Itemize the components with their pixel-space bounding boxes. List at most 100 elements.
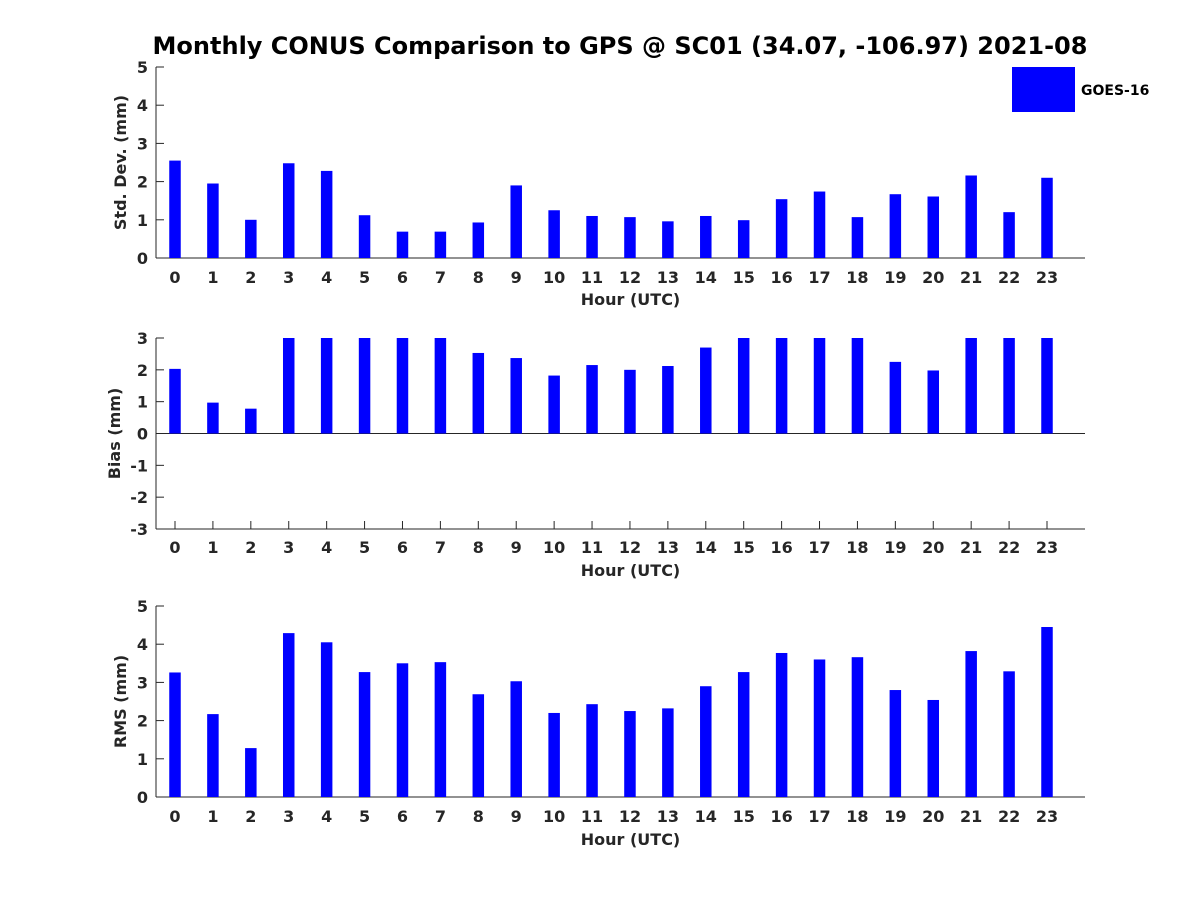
bar-hour-13 [662, 221, 674, 258]
y-axis-label: Std. Dev. (mm) [111, 95, 130, 230]
y-tick-label: 3 [137, 134, 148, 153]
chart-title: Monthly CONUS Comparison to GPS @ SC01 (… [153, 32, 1088, 60]
x-tick-label: 14 [695, 807, 717, 826]
x-tick-label: 12 [619, 807, 641, 826]
bar-hour-3 [282, 633, 295, 797]
x-tick-label: 6 [397, 538, 408, 557]
bar-hour-18 [851, 338, 864, 434]
x-tick-label: 19 [884, 268, 906, 287]
bar-hour-17 [813, 659, 826, 797]
x-tick-label: 1 [207, 807, 218, 826]
y-tick-label: 5 [137, 597, 148, 616]
y-tick-label: 5 [137, 58, 148, 77]
bar-hour-5 [358, 215, 371, 258]
legend: GOES-16 [1012, 67, 1149, 112]
bar-hour-12 [624, 711, 636, 797]
y-tick-label: 4 [137, 635, 148, 654]
x-tick-label: 23 [1036, 268, 1058, 287]
bar-hour-2 [245, 408, 257, 434]
x-tick-label: 0 [169, 268, 180, 287]
x-tick-label: 3 [283, 807, 294, 826]
bar-hour-12 [624, 369, 636, 434]
x-tick-label: 6 [397, 268, 408, 287]
y-axis-label: RMS (mm) [111, 655, 130, 748]
bar-hour-13 [662, 708, 674, 797]
bar-hour-19 [889, 194, 902, 258]
x-tick-label: 16 [770, 538, 792, 557]
x-tick-label: 14 [695, 268, 717, 287]
bar-hour-20 [927, 699, 940, 797]
bar-hour-4 [320, 170, 333, 258]
bar-hour-9 [510, 358, 522, 434]
bar-hour-0 [169, 160, 181, 258]
x-tick-label: 11 [581, 268, 603, 287]
bar-hour-14 [700, 686, 712, 797]
bar-hour-23 [1041, 338, 1053, 434]
x-tick-label: 7 [435, 538, 446, 557]
x-axis-label: Hour (UTC) [581, 561, 681, 580]
bar-hour-3 [282, 163, 295, 258]
bar-hour-4 [320, 642, 333, 797]
x-tick-label: 19 [884, 538, 906, 557]
bar-hour-16 [775, 199, 788, 258]
y-tick-label: 3 [137, 329, 148, 348]
y-tick-label: 3 [137, 673, 148, 692]
bar-hour-6 [396, 338, 409, 434]
x-tick-label: 20 [922, 538, 944, 557]
bar-hour-21 [965, 175, 977, 258]
bar-hour-2 [245, 219, 257, 258]
bar-hour-15 [737, 338, 750, 434]
x-tick-label: 15 [733, 807, 755, 826]
y-tick-label: 2 [137, 361, 148, 380]
y-tick-label: 0 [137, 788, 148, 807]
x-tick-label: 22 [998, 538, 1020, 557]
y-tick-label: 2 [137, 712, 148, 731]
x-tick-label: 20 [922, 268, 944, 287]
x-tick-label: 23 [1036, 538, 1058, 557]
bar-hour-14 [700, 215, 712, 258]
bar-hour-7 [434, 662, 447, 797]
x-tick-label: 21 [960, 538, 982, 557]
x-tick-label: 4 [321, 268, 332, 287]
x-tick-label: 19 [884, 807, 906, 826]
legend-label: GOES-16 [1081, 83, 1149, 99]
bar-hour-13 [662, 366, 674, 434]
bar-hour-19 [889, 690, 902, 797]
x-tick-label: 10 [543, 268, 565, 287]
x-tick-label: 18 [846, 268, 868, 287]
bar-hour-22 [1003, 212, 1015, 258]
x-tick-label: 15 [733, 538, 755, 557]
x-tick-label: 7 [435, 807, 446, 826]
bar-hour-10 [548, 712, 560, 797]
x-tick-label: 9 [511, 538, 522, 557]
x-tick-label: 2 [245, 268, 256, 287]
bar-hour-21 [965, 651, 977, 797]
x-tick-label: 22 [998, 807, 1020, 826]
bar-hour-18 [851, 657, 864, 797]
bar-hour-18 [851, 217, 864, 258]
x-tick-label: 1 [207, 268, 218, 287]
x-tick-label: 18 [846, 538, 868, 557]
bar-hour-21 [965, 338, 977, 434]
y-tick-label: 1 [137, 750, 148, 769]
x-tick-label: 11 [581, 807, 603, 826]
x-tick-label: 1 [207, 538, 218, 557]
bar-hour-17 [813, 338, 826, 434]
x-tick-label: 0 [169, 538, 180, 557]
bar-hour-3 [282, 338, 295, 434]
y-tick-label: 1 [137, 393, 148, 412]
bar-hour-15 [737, 672, 750, 797]
bar-hour-0 [169, 368, 181, 434]
bar-hour-9 [510, 681, 522, 797]
y-axis-label: Bias (mm) [105, 388, 124, 480]
bar-hour-7 [434, 231, 447, 258]
x-tick-label: 14 [695, 538, 717, 557]
bar-hour-5 [358, 338, 371, 434]
y-tick-label: 4 [137, 96, 148, 115]
bar-hour-20 [927, 370, 940, 434]
x-tick-label: 2 [245, 807, 256, 826]
y-tick-label: 0 [137, 425, 148, 444]
x-tick-label: 12 [619, 268, 641, 287]
